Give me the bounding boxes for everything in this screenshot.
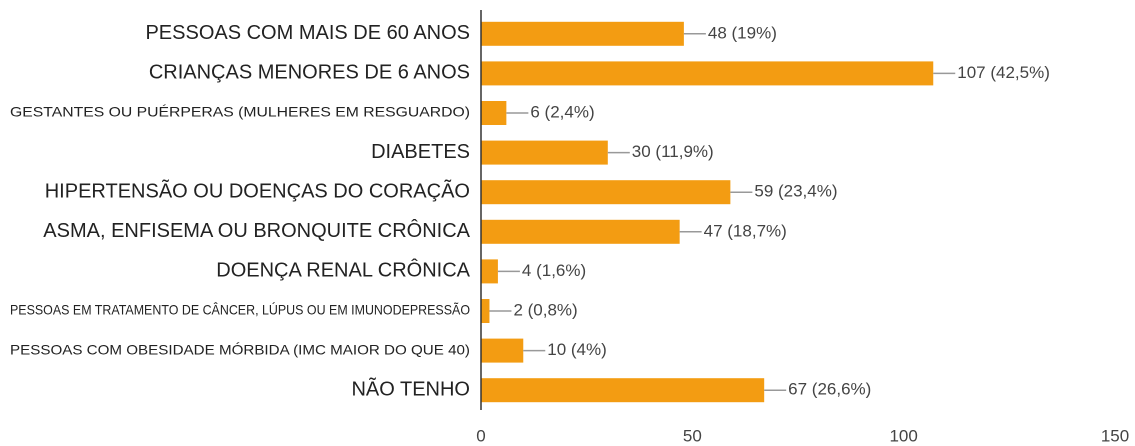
category-label: NÃO TENHO: [351, 376, 470, 400]
category-label: PESSOAS COM MAIS DE 60 ANOS: [145, 22, 470, 44]
x-tick-label: 100: [889, 426, 917, 445]
bar: [481, 299, 490, 323]
value-label: 48 (19%): [708, 23, 777, 42]
category-label: PESSOAS EM TRATAMENTO DE CÂNCER, LÚPUS O…: [10, 302, 470, 318]
bar: [481, 378, 765, 403]
bar: [481, 338, 524, 363]
category-label: DOENÇA RENAL CRÔNICA: [216, 259, 470, 282]
category-label: PESSOAS COM OBESIDADE MÓRBIDA (IMC MAIOR…: [10, 341, 470, 357]
bar: [481, 180, 731, 205]
bar: [481, 259, 498, 284]
category-label: ASMA, ENFISEMA OU BRONQUITE CRÔNICA: [43, 219, 470, 242]
category-label: GESTANTES OU PUÉRPERAS (MULHERES EM RESG…: [10, 104, 470, 120]
category-label: DIABETES: [371, 141, 470, 163]
value-label: 6 (2,4%): [530, 102, 594, 121]
x-tick-label: 0: [476, 426, 485, 445]
bar: [481, 219, 680, 244]
value-label: 107 (42,5%): [957, 63, 1050, 82]
bar: [481, 101, 507, 125]
value-label: 59 (23,4%): [754, 182, 837, 201]
category-label: HIPERTENSÃO OU DOENÇAS DO CORAÇÃO: [45, 178, 470, 202]
x-tick-label: 150: [1101, 426, 1129, 445]
value-label: 47 (18,7%): [704, 221, 787, 240]
bar: [481, 61, 934, 86]
value-label: 10 (4%): [547, 340, 607, 359]
value-label: 4 (1,6%): [522, 261, 586, 280]
value-label: 67 (26,6%): [788, 380, 871, 399]
value-label: 2 (0,8%): [513, 300, 577, 319]
bar: [481, 21, 684, 46]
x-tick-label: 50: [683, 426, 702, 445]
bar: [481, 140, 608, 165]
value-label: 30 (11,9%): [632, 142, 714, 161]
category-label: CRIANÇAS MENORES DE 6 ANOS: [149, 62, 470, 84]
